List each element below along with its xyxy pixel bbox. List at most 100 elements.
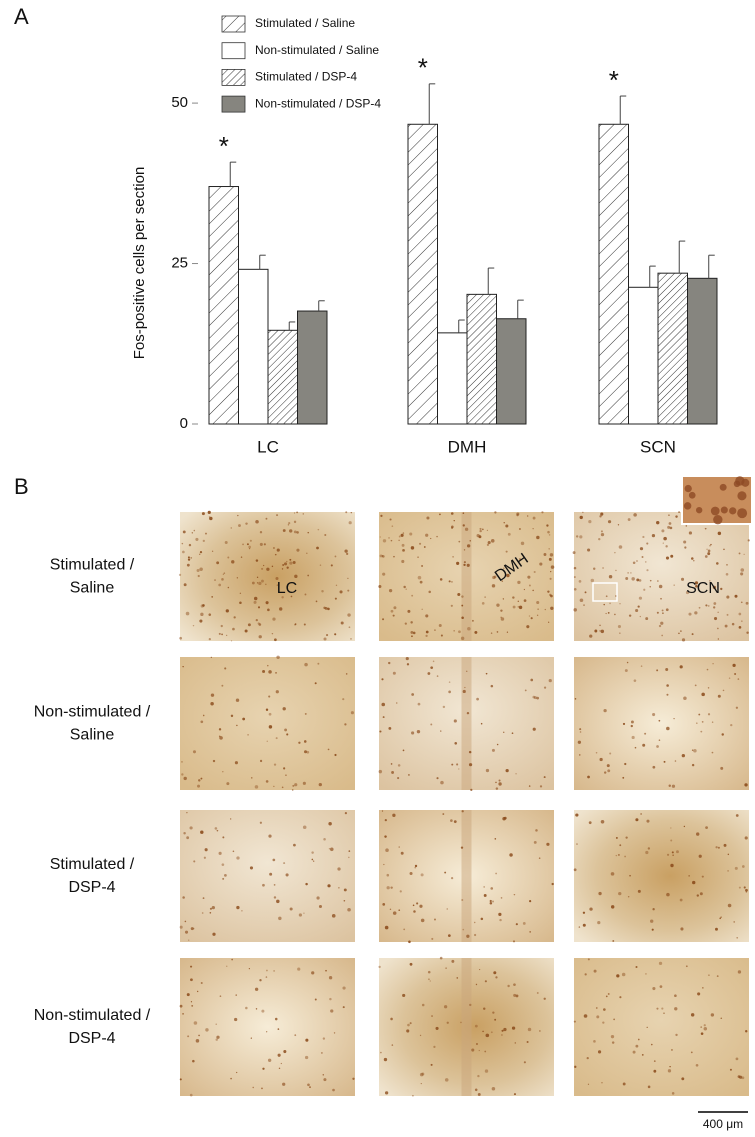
cell-dot [294,623,296,626]
cell-dot [352,1077,355,1080]
cell-dot [481,528,484,531]
cell-dot [197,574,200,578]
cell-dot [211,550,214,552]
panel-label: A [14,4,29,29]
cell-dot [646,819,650,823]
cell-dot [323,1078,327,1082]
cell-dot [305,882,308,886]
micrograph [574,958,749,1096]
cell-dot [604,771,607,774]
cell-dot [276,514,279,517]
cell-dot [701,875,704,878]
cell-dot [447,934,451,937]
cell-dot [722,689,725,692]
cell-dot [297,967,301,971]
cell-dot [195,537,199,541]
cell-dot [199,550,203,554]
y-tick-label: 25 [171,255,188,272]
cell-dot [473,921,476,924]
cell-dot [409,1022,412,1025]
cell-dot [743,553,745,556]
cell-dot [254,987,259,991]
cell-dot [428,978,430,981]
cell-dot [238,524,241,527]
cell-dot [600,629,605,634]
cell-dot [330,1009,334,1013]
cell-dot [451,763,454,766]
cell-dot [514,1042,516,1044]
cell-dot [646,1026,648,1029]
cell-dot [317,662,320,665]
cell-dot [268,834,272,838]
cell-dot [289,561,293,565]
cell-dot [388,589,393,593]
cell-dot [532,589,534,592]
cell-dot [392,911,397,915]
cell-dot [187,558,191,561]
cell-dot [461,595,464,598]
cell-dot [724,624,728,628]
cell-dot [239,601,242,605]
bar [598,123,629,425]
cell-dot [480,722,483,725]
cell-dot [411,731,415,735]
cell-dot [471,1048,475,1052]
cell-dot [495,787,499,790]
cell-dot [735,1057,739,1061]
cell-dot [597,920,601,925]
cell-dot [182,550,185,554]
cell-dot [579,728,582,731]
cell-dot [619,844,622,847]
cell-dot [610,1035,615,1039]
cell-dot [658,961,663,966]
cell-dot [398,539,400,542]
cell-dot [273,970,275,972]
cell-dot [468,763,473,767]
cell-dot [286,733,289,736]
bar [437,332,468,425]
cell-dot [304,593,307,596]
cell-dot [614,613,616,616]
cell-dot [472,619,474,622]
cell-dot [547,530,550,534]
cell-dot [705,604,708,607]
cell-dot [278,916,282,921]
cell-dot [302,781,306,785]
cell-dot [294,623,297,626]
cell-dot [662,542,664,544]
cell-dot [184,930,189,934]
cell-dot [495,976,498,979]
cell-dot [706,548,708,550]
cell-dot [528,584,531,587]
cell-dot [304,1055,309,1060]
y-axis-label: Fos-positive cells per section [131,167,148,360]
cell-dot [707,604,710,607]
cell-dot [192,1059,195,1063]
cell-dot [306,750,310,754]
cell-dot [420,1082,422,1085]
bar [628,286,659,425]
cell-dot [227,556,230,559]
cell-dot [667,525,671,529]
cell-dot [548,534,551,536]
cell-dot [331,914,336,918]
cell-dot [444,871,447,874]
cell-dot [494,838,497,840]
cell-dot [644,561,647,563]
cell-dot [490,887,494,890]
cell-dot [649,579,652,582]
cell-dot [420,918,425,923]
cell-dot [325,969,327,972]
cell-dot [485,1033,490,1038]
cell-dot [215,1038,218,1041]
cell-dot [208,638,211,641]
cell-dot [745,888,748,892]
cell-dot [696,894,700,897]
cell-dot [222,573,225,575]
cell-dot [523,599,527,602]
cell-dot [680,630,682,632]
cell-dot [624,762,627,766]
cell-dot [549,553,554,557]
cell-dot [496,743,499,746]
cell-dot [258,635,262,639]
